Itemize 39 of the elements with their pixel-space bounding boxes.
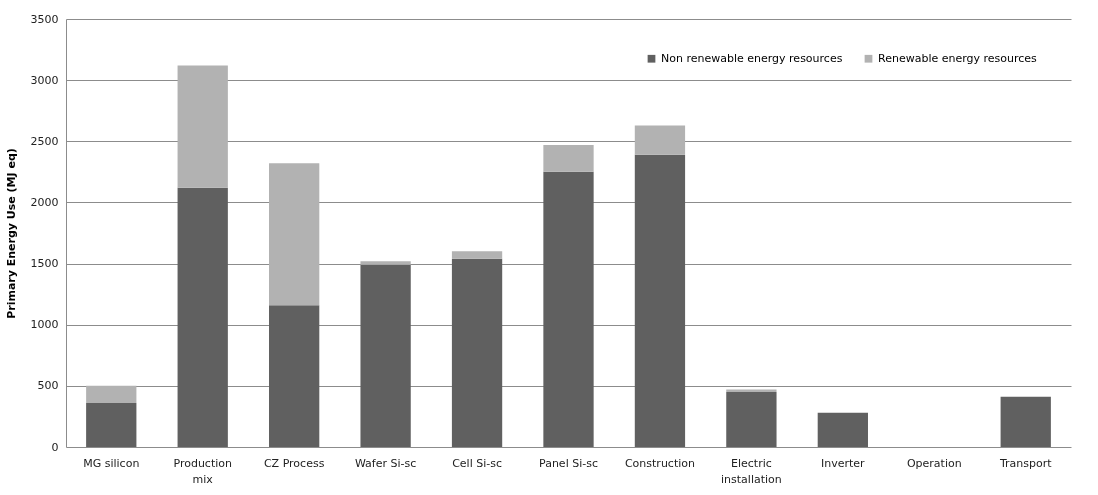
y-tick-label: 3500	[30, 12, 59, 26]
y-tick-label: 2000	[30, 195, 59, 209]
y-tick-label: 0	[51, 440, 59, 454]
bar	[269, 305, 320, 447]
y-tick-label: 1500	[30, 257, 59, 271]
bar	[360, 264, 411, 447]
y-tick-label: 1000	[30, 318, 59, 332]
bar	[1000, 396, 1051, 447]
x-tick-label: Production mix	[173, 456, 232, 486]
bar	[634, 154, 686, 447]
bar	[269, 163, 320, 306]
bar	[451, 258, 503, 447]
x-tick-label: Panel Si-sc	[539, 456, 598, 470]
bar	[451, 251, 503, 259]
bar	[86, 402, 137, 447]
bar	[634, 125, 686, 155]
x-tick-label: Construction	[624, 456, 695, 470]
x-tick-label: Operation	[906, 456, 962, 470]
y-tick-label: 3000	[30, 73, 59, 87]
bar	[726, 391, 777, 447]
y-tick-label: 2500	[30, 134, 59, 148]
x-tick-label: Cell Si-sc	[452, 456, 502, 470]
x-tick-label: Wafer Si-sc	[354, 456, 417, 470]
y-tick-label: 500	[37, 379, 59, 393]
x-tick-label: MG silicon	[83, 456, 140, 470]
bar	[360, 261, 411, 265]
x-tick-label: CZ Process	[263, 456, 325, 470]
x-tick-label: Transport	[998, 456, 1053, 470]
bar	[817, 412, 868, 447]
bar	[177, 65, 228, 188]
bar	[86, 385, 137, 403]
y-axis-title: Primary Energy Use (MJ eq)	[4, 148, 18, 319]
bar	[543, 171, 594, 447]
bar	[177, 187, 228, 447]
legend-label: Non renewable energy resources	[661, 51, 843, 65]
x-tick-label: Inverter	[821, 456, 866, 470]
legend-label: Renewable energy resources	[878, 51, 1038, 65]
bar	[543, 144, 594, 172]
x-tick-label: Electric installation	[721, 456, 782, 486]
